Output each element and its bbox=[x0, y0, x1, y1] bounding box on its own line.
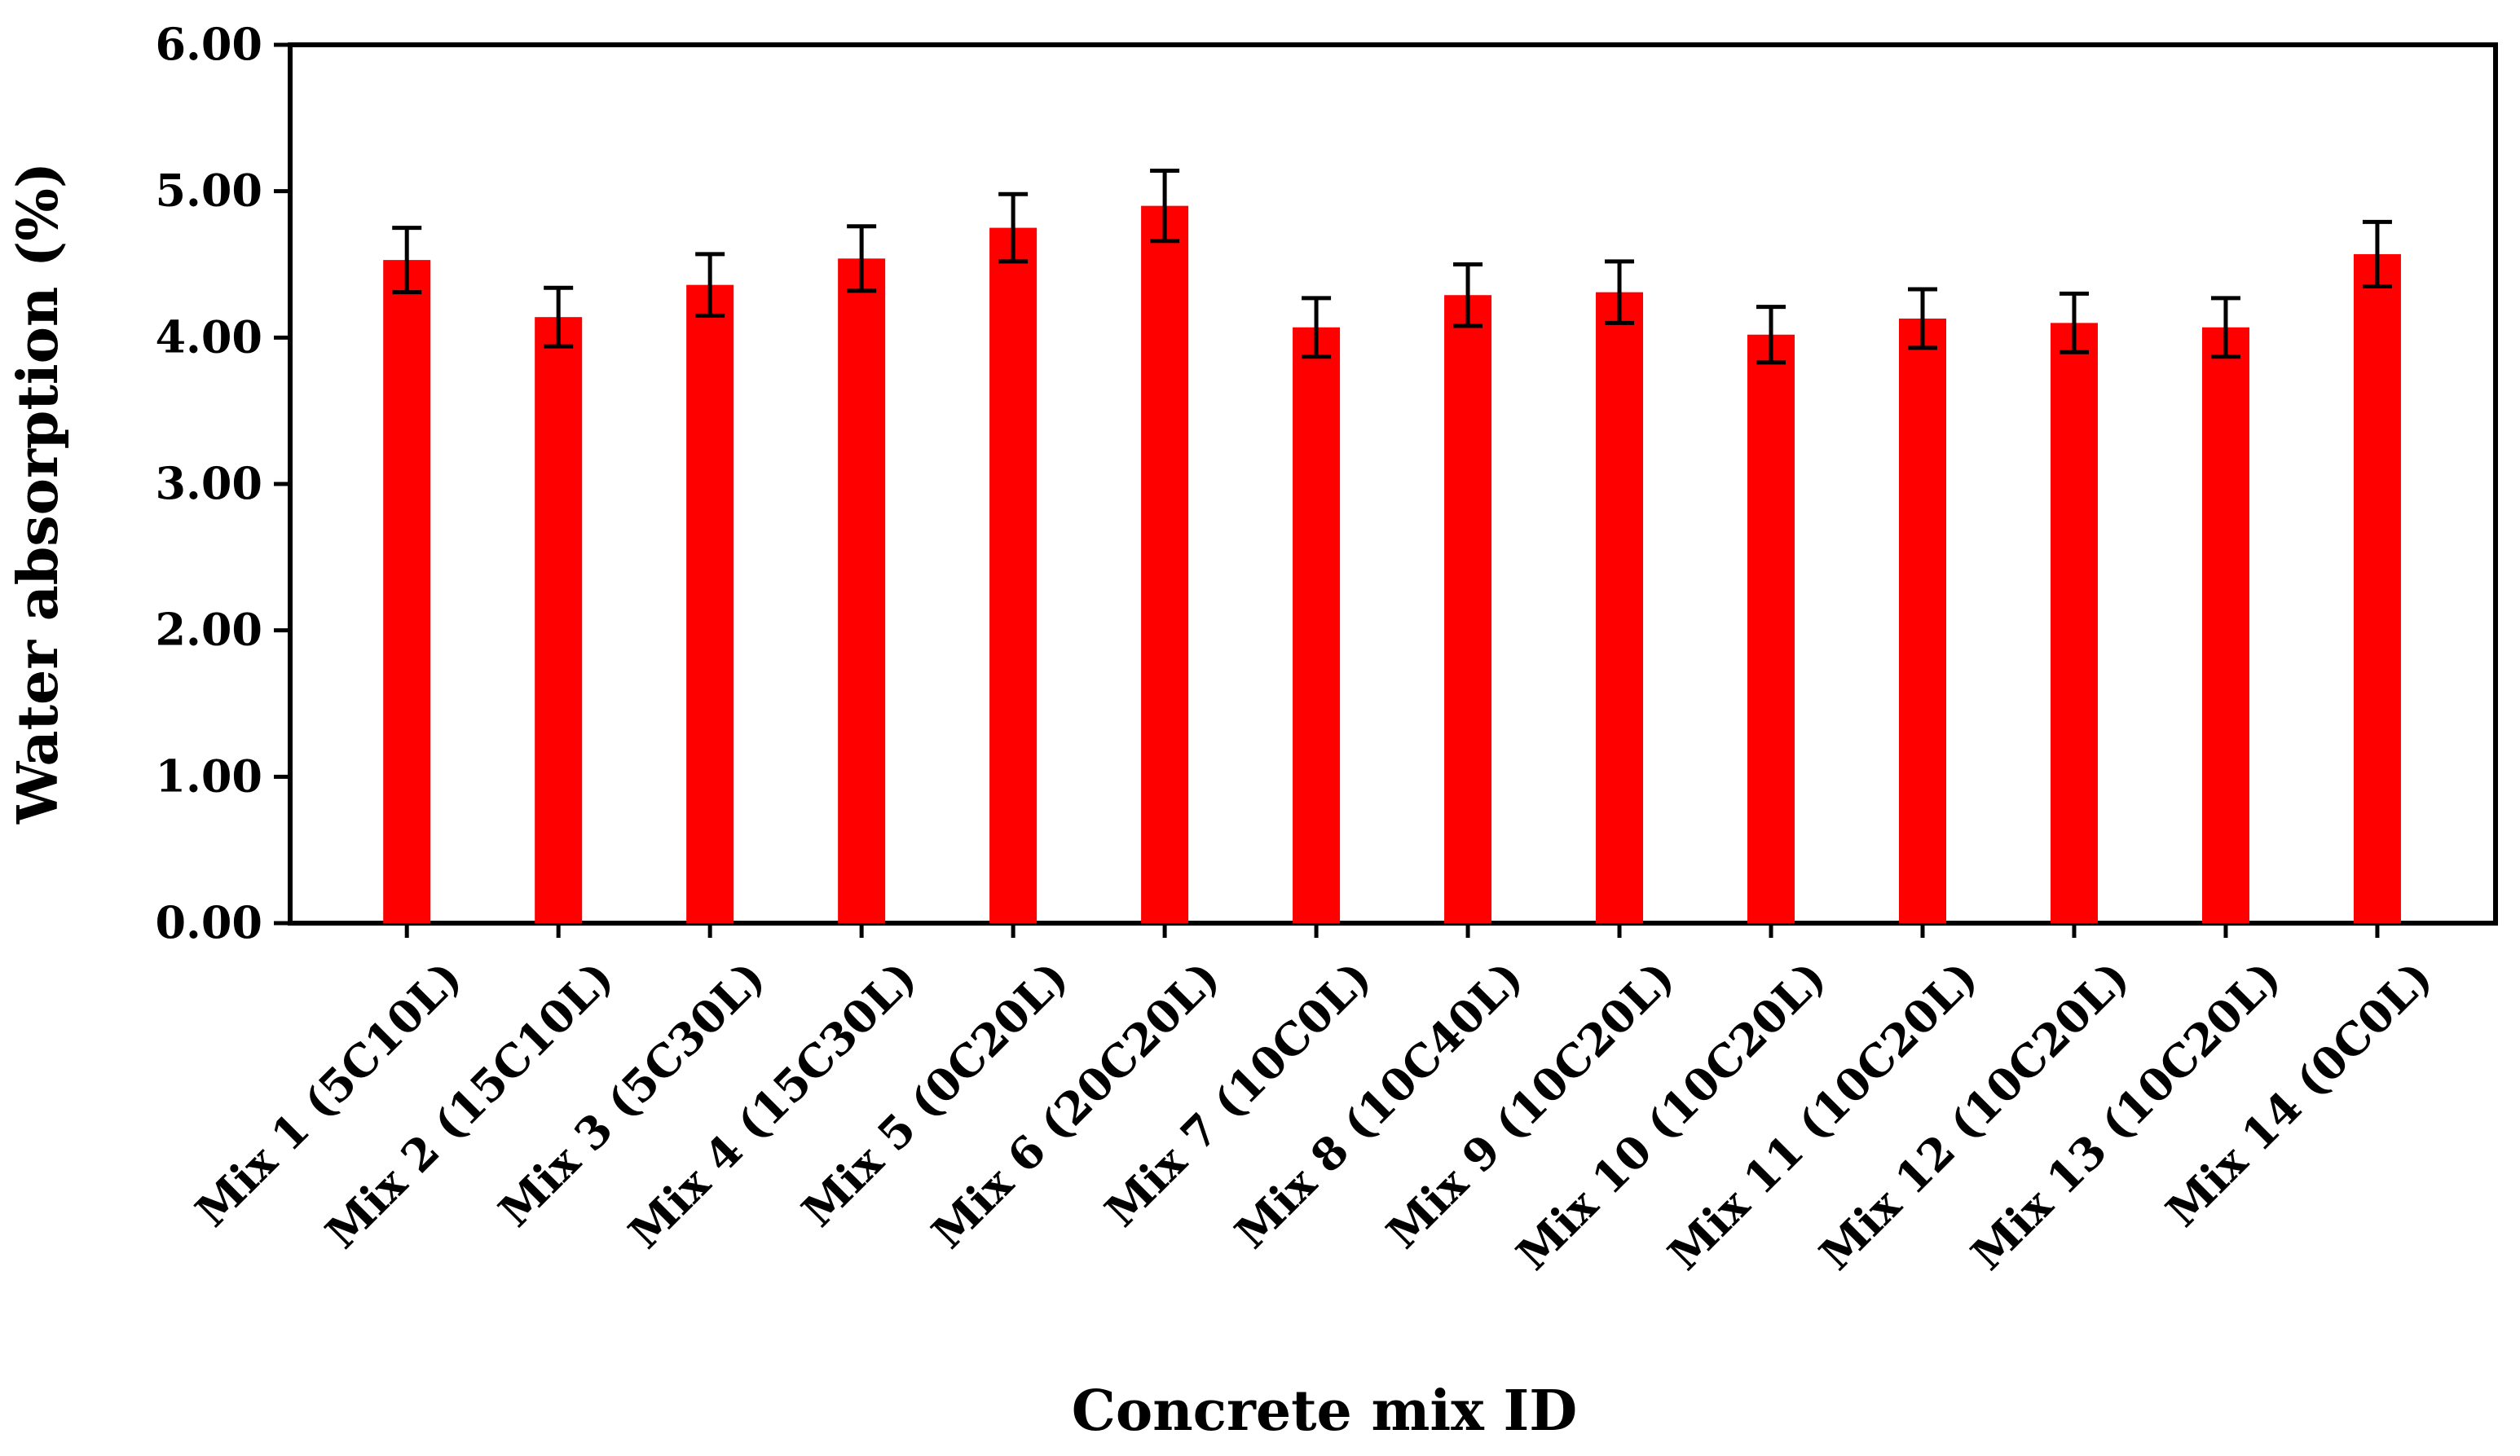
bar bbox=[1596, 292, 1644, 923]
bar bbox=[1898, 318, 1946, 923]
x-axis-title: Concrete mix ID bbox=[1072, 1379, 1578, 1444]
y-tick-label: 6.00 bbox=[155, 18, 262, 70]
x-tick-label: Mix 14 (0C0L) bbox=[2156, 951, 2442, 1237]
bar bbox=[1444, 295, 1492, 924]
bar bbox=[686, 284, 734, 923]
bar bbox=[989, 227, 1038, 923]
bar bbox=[1293, 327, 1341, 923]
x-tick-label: Mix 8 (10C40L) bbox=[1225, 951, 1533, 1259]
error-bar bbox=[2210, 296, 2240, 359]
bar bbox=[2353, 253, 2401, 923]
x-tick-label: Mix 7 (10C0L) bbox=[1095, 951, 1381, 1237]
y-axis-title: Water absorption (%) bbox=[6, 162, 71, 825]
error-bar bbox=[1150, 169, 1180, 244]
x-tick-label: Mix 2 (15C10L) bbox=[315, 951, 623, 1259]
error-bar bbox=[1907, 287, 1937, 350]
x-tick-label: Mix 4 (15C30L) bbox=[619, 951, 927, 1259]
y-tick-label: 3.00 bbox=[155, 457, 262, 509]
error-bar bbox=[392, 226, 422, 295]
bar bbox=[838, 258, 886, 923]
y-tick-label: 5.00 bbox=[155, 165, 262, 217]
bars-group bbox=[383, 205, 2401, 924]
error-bar bbox=[1302, 296, 1332, 359]
error-bar bbox=[1605, 259, 1635, 325]
y-axis-ticks: 0.00 1.00 2.00 3.00 4.00 5.00 6.00 bbox=[155, 18, 290, 948]
x-tick-label: Mix 3 (5C30L) bbox=[488, 951, 774, 1237]
y-tick-label: 0.00 bbox=[155, 896, 262, 948]
y-tick-label: 1.00 bbox=[155, 750, 262, 802]
x-tick-label: Mix 1 (5C10L) bbox=[185, 951, 471, 1237]
error-bar bbox=[1756, 305, 1786, 365]
error-bar bbox=[2362, 219, 2392, 288]
error-bar bbox=[695, 252, 725, 318]
error-bars-group bbox=[392, 169, 2392, 365]
error-bar bbox=[2059, 291, 2089, 354]
error-bar bbox=[998, 191, 1029, 264]
bar bbox=[2050, 323, 2098, 923]
y-tick-label: 2.00 bbox=[155, 604, 262, 656]
error-bar bbox=[847, 224, 877, 293]
bar bbox=[2201, 327, 2249, 923]
y-tick-label: 4.00 bbox=[155, 310, 262, 363]
bar bbox=[383, 260, 431, 923]
x-axis-ticks: Mix 1 (5C10L)Mix 2 (15C10L)Mix 3 (5C30L)… bbox=[185, 923, 2442, 1280]
error-bar bbox=[1453, 262, 1483, 328]
plot-area-border bbox=[288, 42, 2498, 926]
bar bbox=[1747, 334, 1795, 923]
x-tick-label: Mix 5 (0C20L) bbox=[791, 951, 1077, 1237]
x-tick-label: Mix 6 (20C20L) bbox=[922, 951, 1230, 1259]
bar bbox=[1141, 205, 1189, 924]
bar bbox=[535, 317, 583, 923]
error-bar bbox=[544, 285, 574, 349]
x-tick-label: Mix 9 (10C20L) bbox=[1377, 951, 1685, 1259]
plot-frame bbox=[288, 42, 2498, 926]
